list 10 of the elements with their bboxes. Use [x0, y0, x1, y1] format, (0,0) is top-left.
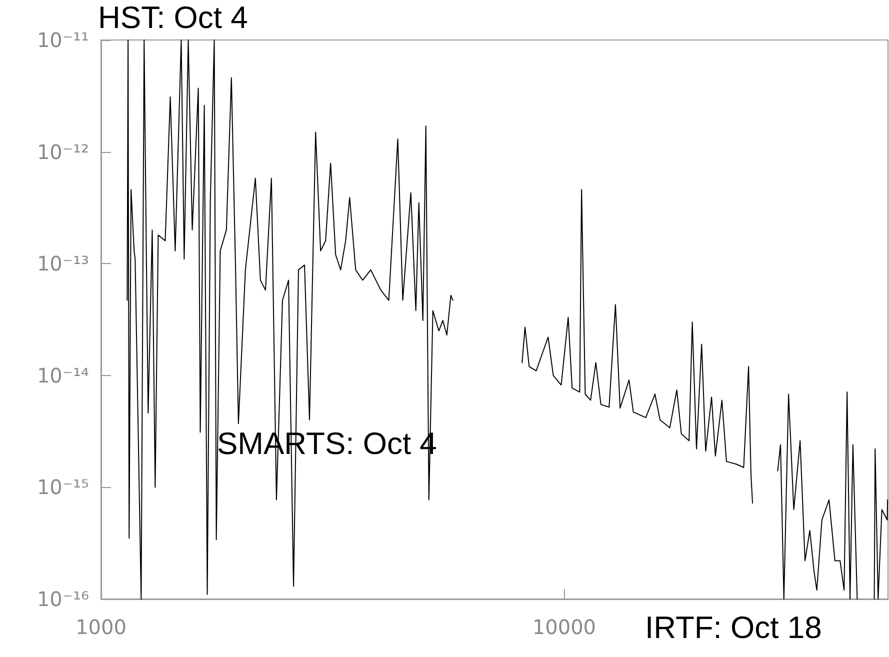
x-tick-label: 1000	[76, 615, 126, 639]
y-tick-label: 10⁻¹⁴	[36, 363, 89, 388]
y-tick-label: 10⁻¹³	[36, 252, 89, 276]
y-tick-label: 10⁻¹⁵	[36, 475, 89, 500]
text: HST: Oct 4	[98, 0, 248, 35]
x-tick-label: 10000	[532, 615, 596, 639]
y-tick-label: 10⁻¹⁶	[36, 587, 89, 611]
y-tick-label: 10⁻¹¹	[36, 28, 89, 52]
text: IRTF: Oct 18	[645, 610, 822, 645]
y-tick-label: 10⁻¹²	[36, 140, 89, 164]
